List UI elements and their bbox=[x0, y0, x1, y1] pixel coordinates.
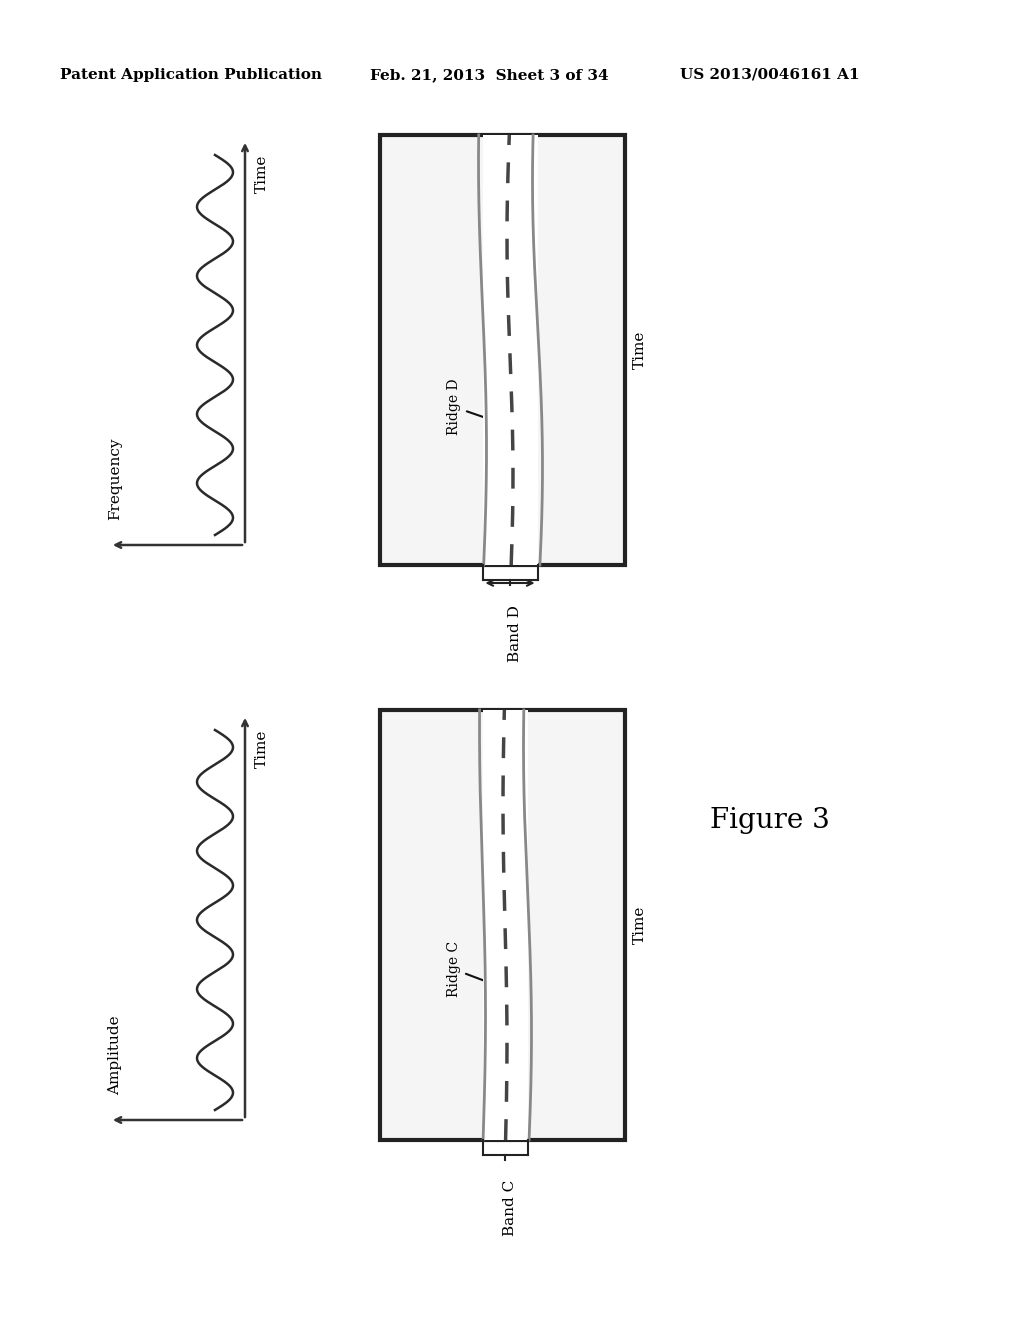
Text: Band C: Band C bbox=[503, 1180, 517, 1237]
Text: Ridge D: Ridge D bbox=[447, 379, 508, 436]
Text: Ridge C: Ridge C bbox=[446, 941, 502, 997]
Text: Time: Time bbox=[633, 906, 647, 944]
Text: Time: Time bbox=[255, 730, 269, 768]
Text: US 2013/0046161 A1: US 2013/0046161 A1 bbox=[680, 69, 859, 82]
Text: Figure 3: Figure 3 bbox=[710, 807, 829, 833]
Text: Amplitude: Amplitude bbox=[108, 1015, 122, 1096]
Text: Band D: Band D bbox=[508, 605, 522, 661]
Bar bbox=[482, 135, 538, 565]
Text: Feb. 21, 2013  Sheet 3 of 34: Feb. 21, 2013 Sheet 3 of 34 bbox=[370, 69, 608, 82]
Bar bbox=[380, 710, 625, 1140]
Bar bbox=[482, 710, 527, 1140]
Text: Time: Time bbox=[633, 331, 647, 370]
Text: Frequency: Frequency bbox=[108, 437, 122, 520]
Bar bbox=[380, 135, 625, 565]
Text: Time: Time bbox=[255, 154, 269, 193]
Text: Patent Application Publication: Patent Application Publication bbox=[60, 69, 322, 82]
